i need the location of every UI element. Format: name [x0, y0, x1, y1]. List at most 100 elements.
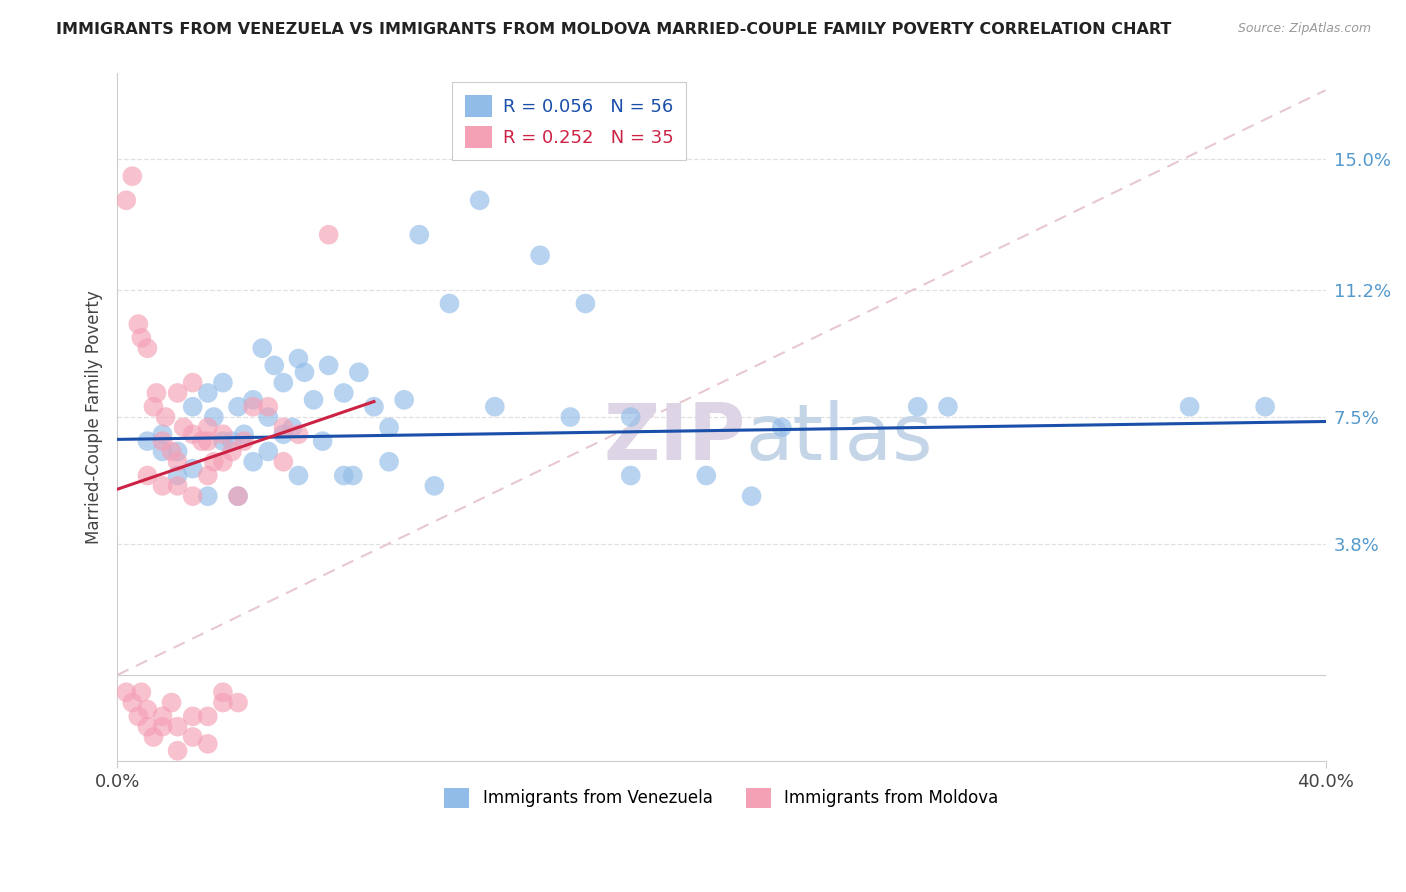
Point [166, 744, 188, 758]
Point [273, 376, 295, 390]
Point [392, 392, 415, 407]
Point [152, 444, 174, 458]
Point [226, 489, 249, 503]
Point [439, 296, 461, 310]
Point [281, 420, 304, 434]
Point [152, 720, 174, 734]
Point [152, 479, 174, 493]
Point [287, 351, 309, 366]
Point [181, 427, 204, 442]
Point [173, 420, 195, 434]
Point [160, 444, 183, 458]
Point [770, 420, 793, 434]
Point [257, 400, 280, 414]
Point [408, 227, 430, 242]
Point [273, 427, 295, 442]
Point [197, 709, 219, 723]
Point [115, 685, 138, 699]
Point [166, 468, 188, 483]
Point [142, 400, 165, 414]
Point [741, 489, 763, 503]
Point [363, 400, 385, 414]
Point [342, 468, 364, 483]
Point [273, 455, 295, 469]
Y-axis label: Married-Couple Family Poverty: Married-Couple Family Poverty [86, 290, 103, 544]
Point [318, 359, 340, 373]
Point [166, 479, 188, 493]
Point [136, 468, 159, 483]
Point [347, 365, 370, 379]
Point [484, 400, 506, 414]
Point [212, 455, 235, 469]
Point [1178, 400, 1201, 414]
Point [127, 709, 149, 723]
Point [191, 434, 214, 449]
Point [257, 410, 280, 425]
Point [311, 434, 333, 449]
Point [1254, 400, 1277, 414]
Point [166, 455, 188, 469]
Point [233, 427, 256, 442]
Point [131, 331, 153, 345]
Point [136, 702, 159, 716]
Point [242, 400, 264, 414]
Point [302, 392, 325, 407]
Point [221, 434, 243, 449]
Point [181, 376, 204, 390]
Point [936, 400, 959, 414]
Text: ZIP: ZIP [603, 400, 745, 475]
Point [226, 400, 249, 414]
Point [197, 420, 219, 434]
Point [212, 376, 235, 390]
Point [378, 455, 401, 469]
Point [115, 194, 138, 208]
Point [127, 317, 149, 331]
Point [233, 434, 256, 449]
Point [242, 455, 264, 469]
Point [257, 444, 280, 458]
Point [287, 427, 309, 442]
Point [166, 386, 188, 401]
Point [221, 444, 243, 458]
Point [181, 461, 204, 475]
Point [142, 730, 165, 744]
Point [250, 341, 273, 355]
Text: Source: ZipAtlas.com: Source: ZipAtlas.com [1237, 22, 1371, 36]
Point [212, 685, 235, 699]
Point [318, 227, 340, 242]
Point [423, 479, 446, 493]
Point [202, 410, 225, 425]
Point [273, 420, 295, 434]
Point [197, 434, 219, 449]
Point [212, 427, 235, 442]
Point [620, 410, 643, 425]
Point [152, 434, 174, 449]
Text: IMMIGRANTS FROM VENEZUELA VS IMMIGRANTS FROM MOLDOVA MARRIED-COUPLE FAMILY POVER: IMMIGRANTS FROM VENEZUELA VS IMMIGRANTS … [56, 22, 1171, 37]
Point [574, 296, 596, 310]
Point [152, 709, 174, 723]
Point [181, 730, 204, 744]
Point [287, 468, 309, 483]
Point [136, 720, 159, 734]
Point [121, 696, 143, 710]
Point [378, 420, 401, 434]
Point [197, 468, 219, 483]
Point [152, 427, 174, 442]
Point [212, 434, 235, 449]
Point [242, 392, 264, 407]
Point [620, 468, 643, 483]
Point [695, 468, 717, 483]
Point [181, 489, 204, 503]
Point [529, 248, 551, 262]
Point [166, 720, 188, 734]
Point [136, 434, 159, 449]
Point [197, 737, 219, 751]
Point [181, 400, 204, 414]
Point [121, 169, 143, 184]
Point [332, 468, 354, 483]
Point [468, 194, 491, 208]
Point [166, 444, 188, 458]
Point [212, 696, 235, 710]
Point [136, 341, 159, 355]
Point [560, 410, 582, 425]
